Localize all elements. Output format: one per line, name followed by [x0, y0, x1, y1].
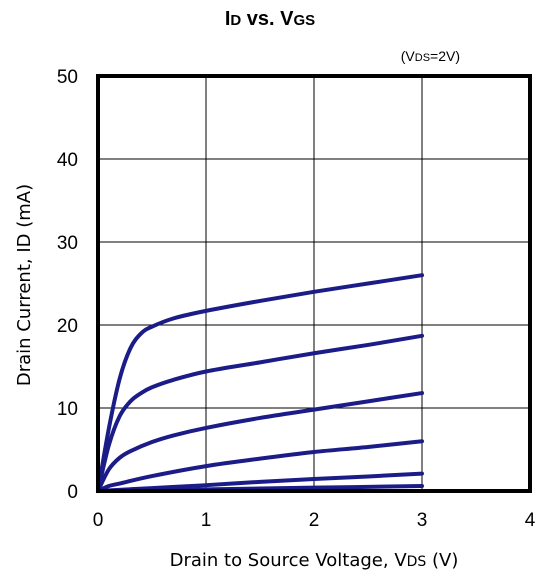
x-tick-label: 2: [309, 510, 320, 531]
x-tick-labels: 0 1 2 3 4: [93, 510, 536, 531]
x-tick-label: 1: [201, 510, 212, 531]
y-tick-label: 30: [57, 233, 78, 254]
series-line-3: [96, 391, 424, 493]
data-series: [96, 273, 424, 493]
y-tick-label: 50: [57, 67, 78, 88]
series-line-2: [96, 333, 424, 493]
plot-frame: [96, 74, 532, 493]
measurement-condition: (VDS=2V): [400, 48, 460, 64]
y-tick-labels: 0 10 20 30 40 50: [57, 67, 78, 503]
y-tick-label: 10: [57, 399, 78, 420]
x-tick-label: 4: [525, 510, 536, 531]
y-tick-label: 20: [57, 316, 78, 337]
y-tick-label: 40: [57, 150, 78, 171]
x-axis-label: Drain to Source Voltage, VDS (V): [170, 550, 459, 571]
y-tick-label: 0: [67, 482, 78, 503]
series-line-1: [96, 273, 424, 493]
x-tick-label: 3: [417, 510, 428, 531]
series-line-5: [96, 471, 424, 493]
series-line-4: [96, 439, 424, 493]
chart-title: ID vs. VGS: [224, 8, 316, 30]
y-axis-label: Drain Current, ID (mA): [14, 184, 35, 386]
grid-lines: [98, 76, 530, 491]
x-tick-label: 0: [93, 510, 104, 531]
